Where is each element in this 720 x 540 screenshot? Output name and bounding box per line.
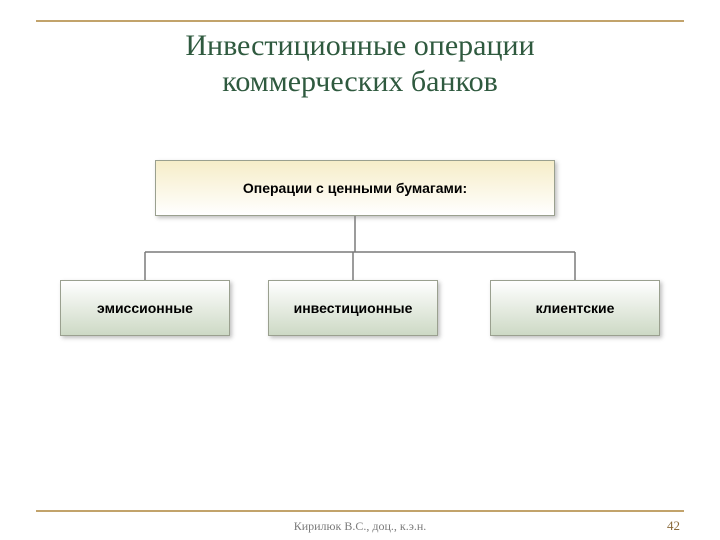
title-line2: коммерческих банков bbox=[0, 64, 720, 100]
root-node: Операции с ценными бумагами: bbox=[155, 160, 555, 216]
root-node-label: Операции с ценными бумагами: bbox=[243, 180, 467, 196]
footer-text: Кирилюк В.С., доц., к.э.н. bbox=[0, 519, 720, 534]
frame-top-line bbox=[36, 20, 684, 22]
child-node-1-label: инвестиционные bbox=[294, 300, 413, 316]
child-node-1: инвестиционные bbox=[268, 280, 438, 336]
child-node-0-label: эмиссионные bbox=[97, 300, 193, 316]
child-node-0: эмиссионные bbox=[60, 280, 230, 336]
child-node-2: клиентские bbox=[490, 280, 660, 336]
page-title: Инвестиционные операции коммерческих бан… bbox=[0, 28, 720, 100]
child-node-2-label: клиентские bbox=[536, 300, 615, 316]
title-line1: Инвестиционные операции bbox=[0, 28, 720, 64]
page-number: 42 bbox=[667, 518, 680, 534]
frame-bottom-line bbox=[36, 510, 684, 512]
